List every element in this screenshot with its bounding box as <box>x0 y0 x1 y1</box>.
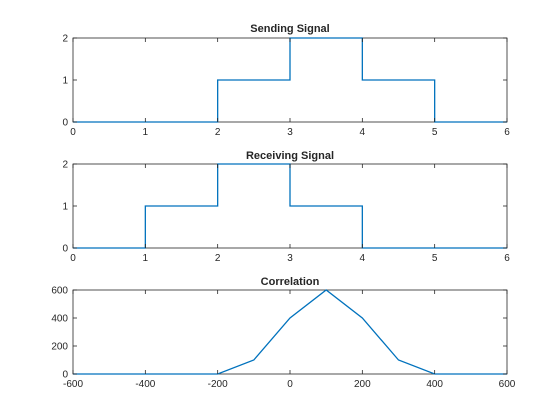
x-tick-label: -200 <box>208 379 228 390</box>
chart-title: Receiving Signal <box>246 150 334 162</box>
x-tick-label: -400 <box>135 379 155 390</box>
y-tick-label: 1 <box>62 202 68 213</box>
x-tick-label: 0 <box>70 127 76 138</box>
tick-layer: 0 1 2 3 4 5 6 0 1 2 <box>62 160 510 265</box>
x-tick-label: 2 <box>215 253 221 264</box>
y-tick-label: 2 <box>62 34 68 45</box>
y-tick-label: 400 <box>51 314 68 325</box>
x-tick-label: 6 <box>504 127 510 138</box>
x-tick-label: 5 <box>432 127 438 138</box>
y-tick-label: 0 <box>62 118 68 129</box>
series-line <box>73 37 507 123</box>
x-tick-label: 400 <box>426 379 443 390</box>
subplot-correlation: -600 -400 -200 0 200 400 600 0 200 400 600 Correla… <box>51 276 515 390</box>
y-tick-label: 0 <box>62 244 68 255</box>
y-tick-label: 200 <box>51 342 68 353</box>
x-tick-label: 1 <box>143 253 149 264</box>
y-tick-label: 1 <box>62 76 68 87</box>
x-tick-label: 5 <box>432 253 438 264</box>
x-tick-label: 3 <box>287 253 293 264</box>
axes-box <box>72 289 508 375</box>
series-layer <box>73 37 507 123</box>
x-tick-label: 2 <box>215 127 221 138</box>
tick-layer: 0 1 2 3 4 5 6 0 1 2 <box>62 34 510 139</box>
y-tick-label: 600 <box>51 286 68 297</box>
x-tick-label: 3 <box>287 127 293 138</box>
x-tick-label: 6 <box>504 253 510 264</box>
subplot-receiving-signal: 0 1 2 3 4 5 6 0 1 2 Receiving Signal <box>62 150 510 264</box>
x-tick-label: 4 <box>360 253 366 264</box>
x-tick-label: -600 <box>63 379 83 390</box>
series-layer <box>73 163 507 249</box>
x-tick-label: 200 <box>354 379 371 390</box>
y-tick-label: 0 <box>62 370 68 381</box>
x-tick-label: 0 <box>287 379 293 390</box>
chart-title: Sending Signal <box>250 23 329 35</box>
chart-title: Correlation <box>261 276 320 288</box>
series-line <box>73 163 507 249</box>
y-tick-label: 2 <box>62 160 68 171</box>
x-tick-label: 0 <box>70 253 76 264</box>
x-tick-label: 4 <box>360 127 366 138</box>
subplot-sending-signal: 0 1 2 3 4 5 6 0 1 2 Sending Signal <box>62 23 510 138</box>
x-tick-label: 1 <box>143 127 149 138</box>
x-tick-label: 600 <box>499 379 516 390</box>
tick-layer: -600 -400 -200 0 200 400 600 0 200 400 600 <box>51 286 515 391</box>
